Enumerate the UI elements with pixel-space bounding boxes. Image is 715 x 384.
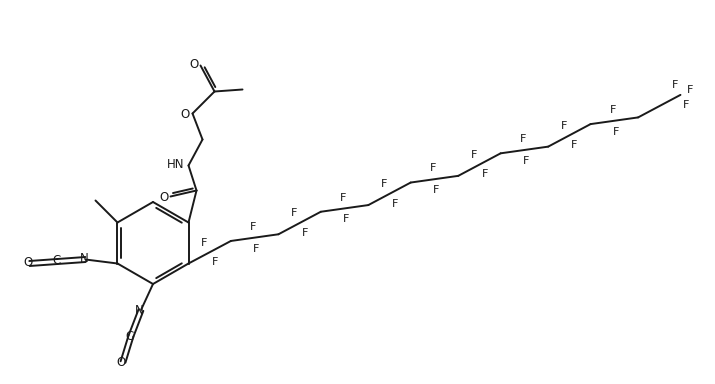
Text: N: N xyxy=(80,252,89,265)
Text: F: F xyxy=(392,199,398,209)
Text: F: F xyxy=(520,134,526,144)
Text: F: F xyxy=(561,121,568,131)
Text: F: F xyxy=(302,228,308,238)
Text: F: F xyxy=(523,156,529,166)
Text: F: F xyxy=(253,243,260,253)
Text: F: F xyxy=(430,163,436,173)
Text: F: F xyxy=(212,257,218,267)
Text: F: F xyxy=(672,80,679,90)
Text: F: F xyxy=(250,222,256,232)
Text: F: F xyxy=(613,127,619,137)
Text: O: O xyxy=(117,356,126,369)
Text: O: O xyxy=(24,256,33,269)
Text: F: F xyxy=(610,105,616,115)
Text: O: O xyxy=(189,58,198,71)
Text: O: O xyxy=(180,108,189,121)
Text: F: F xyxy=(381,179,388,189)
Text: C: C xyxy=(125,331,133,344)
Text: F: F xyxy=(687,85,694,95)
Text: F: F xyxy=(340,192,346,202)
Text: F: F xyxy=(571,140,578,150)
Text: F: F xyxy=(291,208,297,218)
Text: F: F xyxy=(682,99,689,109)
Text: F: F xyxy=(433,185,439,195)
Text: HN: HN xyxy=(167,158,184,171)
Text: C: C xyxy=(52,254,61,267)
Text: O: O xyxy=(159,191,168,204)
Text: F: F xyxy=(471,150,478,160)
Text: N: N xyxy=(134,305,144,318)
Text: F: F xyxy=(481,169,488,179)
Text: F: F xyxy=(343,214,350,224)
Text: F: F xyxy=(202,238,208,248)
